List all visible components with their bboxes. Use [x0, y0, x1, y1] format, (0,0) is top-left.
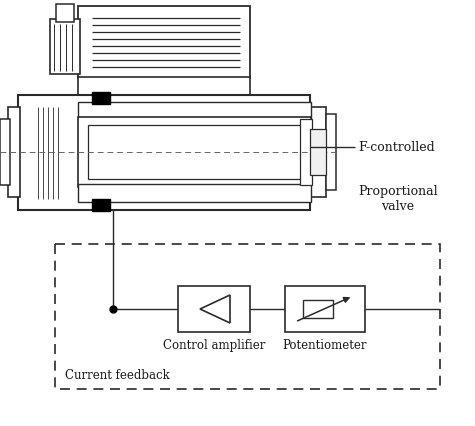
Bar [78, 184, 311, 202]
Bar [92, 199, 110, 211]
Bar [88, 126, 301, 180]
Bar [78, 103, 311, 121]
Bar [56, 5, 74, 23]
Bar [310, 130, 326, 176]
Bar [303, 300, 333, 318]
Text: Current feedback: Current feedback [65, 368, 170, 381]
Text: Proportional
valve: Proportional valve [358, 184, 437, 213]
Bar [326, 115, 336, 190]
Bar [310, 108, 326, 198]
Bar [285, 286, 365, 332]
Bar [8, 108, 20, 198]
Bar [178, 286, 250, 332]
Bar [78, 7, 250, 79]
Bar [18, 96, 310, 210]
Text: Control amplifier: Control amplifier [163, 338, 265, 351]
Bar [50, 20, 80, 75]
Text: Potentiometer: Potentiometer [283, 338, 367, 351]
Text: F-controlled: F-controlled [358, 141, 435, 154]
Bar [78, 78, 250, 96]
Bar [0, 120, 10, 186]
Bar [300, 120, 312, 186]
Bar [92, 93, 110, 105]
Bar [78, 118, 311, 187]
Bar [55, 245, 440, 389]
